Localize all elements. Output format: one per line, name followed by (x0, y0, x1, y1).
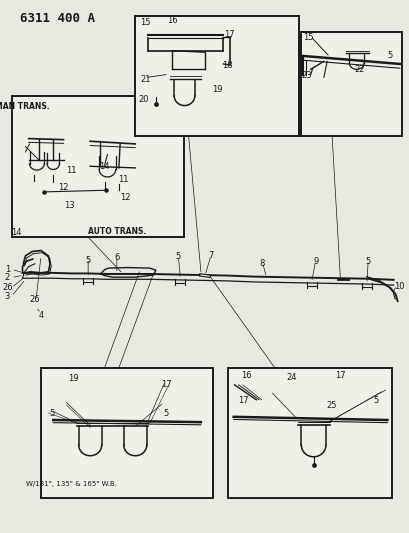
Text: 4: 4 (38, 311, 43, 320)
Text: 17: 17 (237, 397, 248, 405)
Text: 5: 5 (365, 257, 370, 265)
Text: 5: 5 (85, 256, 90, 264)
Text: W/131", 135" & 165" W.B.: W/131", 135" & 165" W.B. (26, 481, 117, 487)
Text: 25: 25 (325, 401, 336, 409)
Point (102, 186, 109, 195)
Text: 10: 10 (393, 282, 404, 291)
Text: 2: 2 (5, 273, 10, 282)
Text: 11: 11 (66, 166, 77, 175)
Text: 24: 24 (286, 373, 297, 382)
Bar (12, 96, 184, 237)
Text: 5: 5 (373, 397, 378, 405)
Text: 15: 15 (140, 18, 151, 27)
Text: 6311 400 A: 6311 400 A (20, 12, 95, 25)
Text: AUTO TRANS.: AUTO TRANS. (88, 228, 146, 236)
Text: 14: 14 (99, 162, 110, 171)
Text: 5: 5 (163, 409, 168, 417)
Text: 19: 19 (67, 374, 78, 383)
Text: 26: 26 (2, 284, 13, 292)
Text: 17: 17 (224, 30, 234, 39)
Text: 5: 5 (50, 409, 55, 417)
Text: 23: 23 (301, 71, 311, 80)
Text: 3: 3 (4, 292, 10, 301)
Bar (301, 32, 401, 136)
Text: 5: 5 (175, 253, 180, 261)
Text: 6: 6 (114, 254, 119, 262)
Text: 21: 21 (140, 76, 151, 84)
Text: 16: 16 (166, 16, 177, 25)
Text: 9: 9 (312, 257, 317, 265)
Text: 13: 13 (64, 201, 75, 209)
Point (41, 188, 47, 196)
Text: 20: 20 (138, 95, 148, 104)
Text: 15: 15 (302, 33, 313, 42)
Text: 8: 8 (259, 260, 265, 268)
Bar (135, 16, 299, 136)
Text: 11: 11 (117, 175, 128, 184)
Text: MAN TRANS.: MAN TRANS. (0, 102, 50, 111)
Text: 14: 14 (11, 229, 22, 237)
Text: 19: 19 (211, 85, 222, 93)
Bar (41, 368, 213, 498)
Text: 17: 17 (334, 372, 345, 380)
Text: 18: 18 (222, 61, 232, 69)
Text: 22: 22 (354, 65, 364, 74)
Point (310, 461, 316, 469)
Point (152, 100, 159, 108)
Text: 12: 12 (58, 183, 69, 192)
Text: 5: 5 (387, 52, 392, 60)
Text: 7: 7 (208, 252, 213, 260)
Text: 1: 1 (5, 265, 10, 273)
Text: 12: 12 (119, 193, 130, 201)
Bar (227, 368, 391, 498)
Text: 16: 16 (240, 372, 251, 380)
Text: 26: 26 (29, 295, 40, 304)
Text: 17: 17 (160, 381, 171, 389)
